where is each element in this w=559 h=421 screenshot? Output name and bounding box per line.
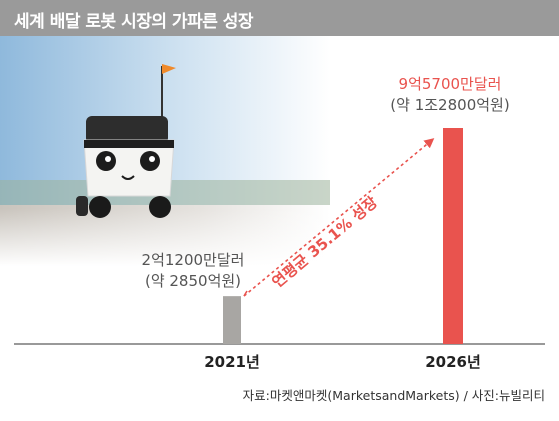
chart-title: 세계 배달 로봇 시장의 가파른 성장 bbox=[14, 12, 254, 32]
robot-lid bbox=[86, 116, 168, 144]
category-label-2021: 2021년 bbox=[204, 353, 260, 371]
robot-wheel-icon bbox=[89, 196, 111, 218]
bar-2026 bbox=[443, 128, 463, 344]
data-label-2026-line1: 9억5700만달러 bbox=[399, 75, 502, 93]
data-label-2021-line2: (약 2850억원) bbox=[145, 272, 241, 290]
data-label-2026-line2: (약 1조2800억원) bbox=[390, 96, 509, 114]
robot-photo bbox=[0, 36, 330, 266]
data-label-2021-line1: 2억1200만달러 bbox=[142, 251, 245, 269]
title-bar: 세계 배달 로봇 시장의 가파른 성장 bbox=[0, 0, 559, 36]
growth-arrow bbox=[243, 138, 435, 297]
flag-icon bbox=[162, 64, 176, 74]
chart-area: 연평균 35.1% 성장 2억1200만달러 (약 2850억원) 9억5700… bbox=[0, 36, 545, 403]
bar-2021 bbox=[223, 296, 241, 344]
source-note: 자료:마켓앤마켓(MarketsandMarkets) / 사진:뉴빌리티 bbox=[243, 388, 545, 403]
robot-wheel-icon bbox=[149, 196, 171, 218]
category-label-2026: 2026년 bbox=[425, 353, 481, 371]
